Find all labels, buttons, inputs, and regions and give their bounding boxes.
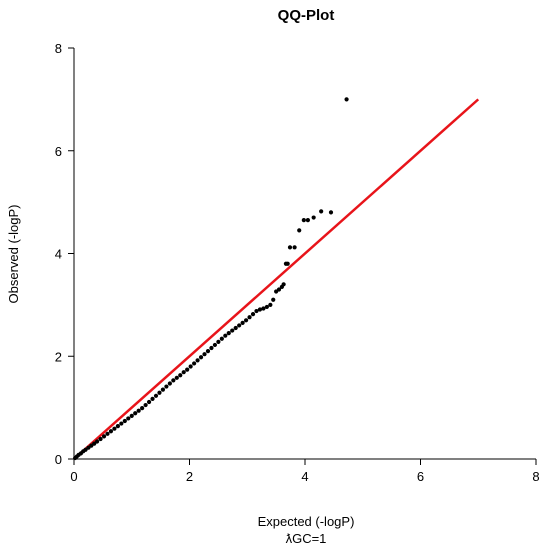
data-points	[73, 97, 349, 461]
data-point	[344, 97, 349, 102]
data-point	[101, 434, 107, 439]
data-point	[185, 367, 190, 372]
data-point	[237, 323, 242, 328]
y-tick-label: 0	[55, 452, 62, 467]
data-point	[264, 304, 269, 310]
reference-line	[73, 98, 480, 460]
data-point	[240, 320, 245, 325]
data-point	[247, 315, 252, 320]
data-point	[140, 406, 145, 411]
data-point	[171, 378, 176, 383]
data-point	[126, 416, 131, 421]
data-point	[285, 261, 290, 266]
y-axis-ticks: 0 2 4 6 8	[55, 41, 74, 467]
data-point	[233, 325, 238, 331]
y-tick-label: 8	[55, 41, 62, 56]
data-point	[188, 364, 193, 369]
data-point	[192, 361, 197, 366]
data-point	[297, 228, 302, 233]
data-point	[209, 345, 214, 351]
data-point	[174, 375, 179, 380]
y-tick-label: 4	[55, 247, 62, 262]
y-axis-label: Observed (-logP)	[6, 205, 21, 304]
data-point	[216, 339, 221, 344]
data-point	[133, 411, 138, 416]
data-point	[129, 413, 134, 418]
x-tick-label: 8	[532, 469, 539, 484]
data-point	[212, 342, 218, 348]
x-tick-label: 2	[186, 469, 193, 484]
x-tick-label: 4	[301, 469, 308, 484]
data-point	[98, 436, 103, 442]
data-point	[112, 426, 117, 431]
data-point	[136, 408, 141, 413]
data-point	[195, 358, 200, 363]
data-point	[250, 312, 256, 317]
data-point	[268, 302, 273, 307]
data-point	[219, 336, 224, 341]
data-point	[301, 218, 306, 223]
data-point	[292, 245, 297, 250]
data-point	[167, 381, 172, 386]
chart-title: QQ-Plot	[278, 7, 335, 24]
x-tick-label: 6	[417, 469, 424, 484]
y-tick-label: 6	[55, 144, 62, 159]
y-tick-label: 2	[55, 349, 62, 364]
data-point	[243, 318, 249, 323]
data-point	[181, 370, 186, 375]
data-point	[276, 287, 282, 292]
data-point	[164, 384, 169, 389]
lambda-gc-annotation: ƛGC=1	[286, 531, 327, 546]
data-point	[115, 424, 120, 429]
data-point	[226, 331, 231, 336]
x-axis-label: Expected (-logP)	[258, 514, 355, 529]
data-point	[257, 307, 263, 312]
data-point	[261, 306, 266, 311]
data-point	[143, 402, 148, 408]
data-point	[254, 308, 259, 314]
data-point	[105, 431, 110, 436]
data-point	[281, 282, 286, 287]
data-point	[122, 418, 127, 424]
data-point	[108, 429, 114, 434]
data-point	[305, 218, 310, 223]
data-point	[230, 328, 235, 333]
data-point	[153, 393, 159, 398]
data-point	[319, 209, 324, 214]
data-point	[202, 352, 207, 357]
data-point	[160, 387, 166, 392]
data-point	[198, 355, 204, 360]
data-point	[271, 297, 276, 302]
data-point	[119, 421, 124, 426]
x-tick-label: 0	[70, 469, 77, 484]
data-point	[95, 439, 100, 444]
data-point	[150, 396, 155, 401]
data-point	[311, 215, 316, 220]
data-point	[328, 210, 334, 215]
data-point	[146, 399, 152, 405]
x-axis-ticks: 0 2 4 6 8	[70, 459, 540, 484]
data-point	[287, 245, 293, 250]
data-point	[223, 333, 228, 338]
data-point	[178, 373, 183, 378]
data-point	[205, 349, 211, 354]
data-point	[157, 390, 162, 395]
